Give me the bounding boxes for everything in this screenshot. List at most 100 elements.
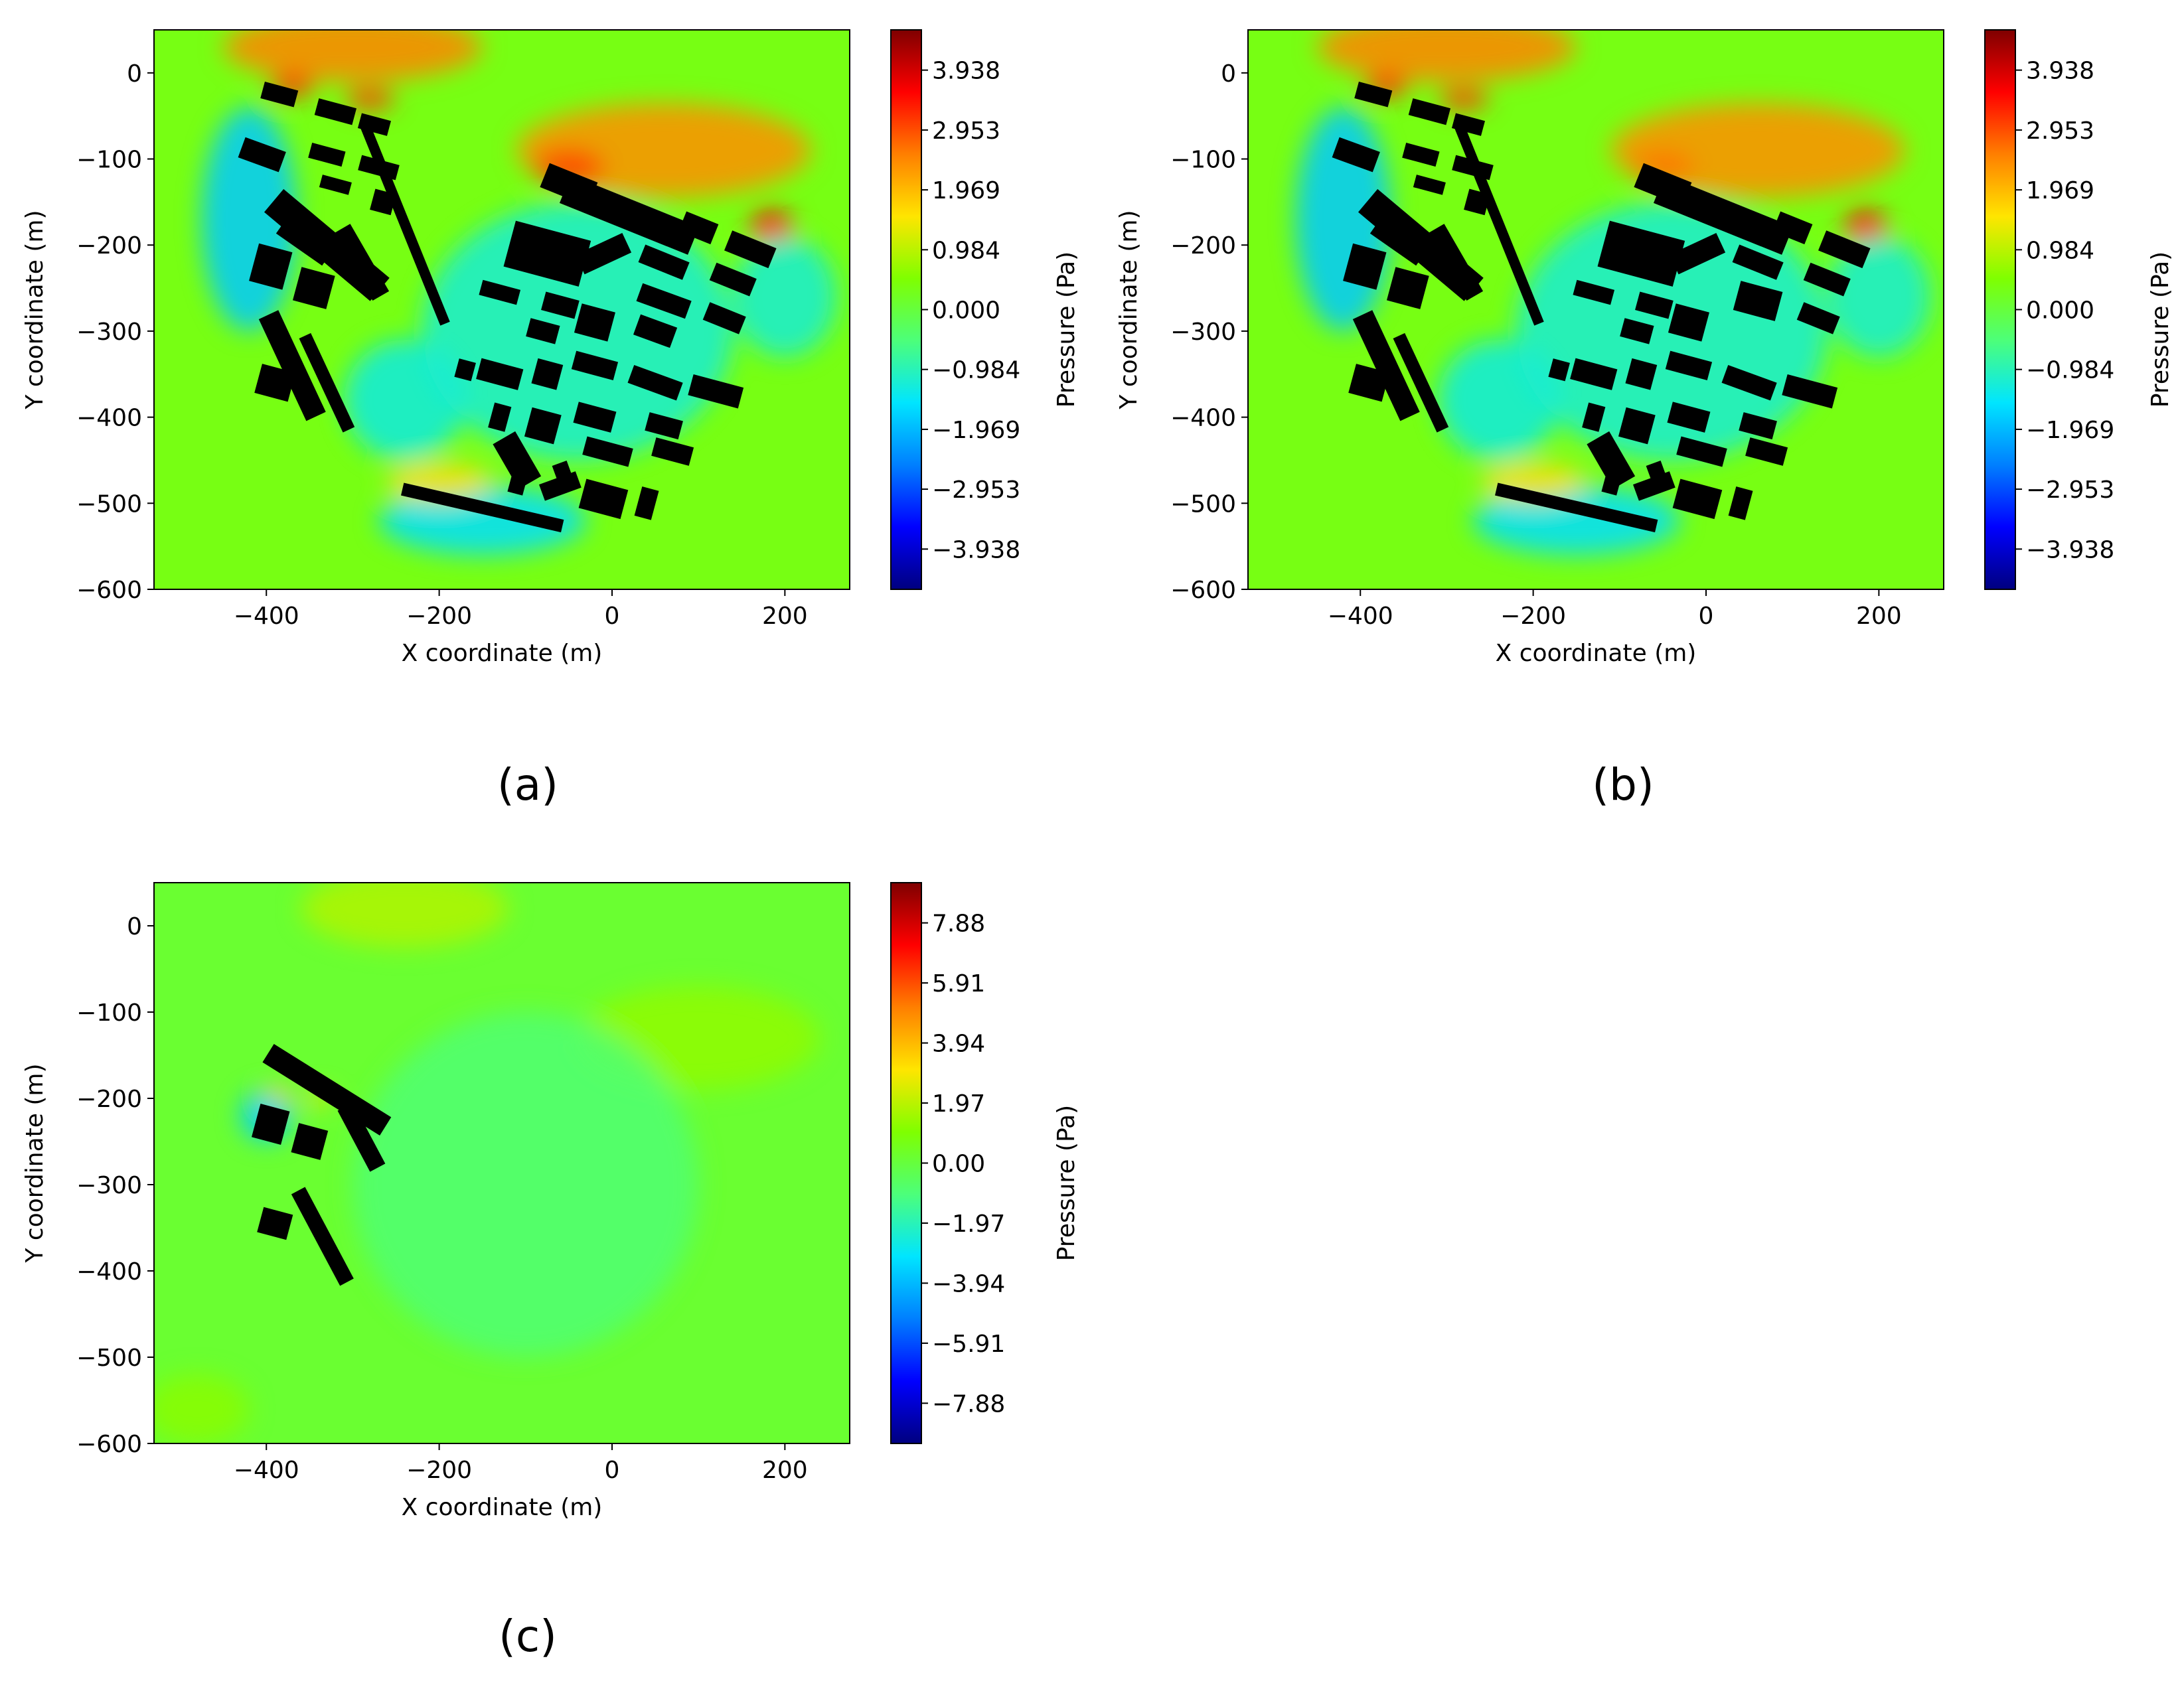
x-tick-label: 0: [605, 1457, 620, 1484]
y-tick-label: −200: [76, 232, 142, 259]
colorbar-label: Pressure (Pa): [1053, 1105, 1080, 1261]
y-axis-label: Y coordinate (m): [1115, 210, 1142, 409]
building: [238, 137, 286, 173]
y-tick-label: −600: [76, 1431, 142, 1458]
y-axis-label: Y coordinate (m): [21, 210, 48, 409]
plot-area: [154, 30, 850, 589]
building: [541, 291, 580, 319]
building: [571, 350, 619, 381]
pressure-peak-region: [1844, 210, 1888, 246]
building: [573, 402, 617, 433]
building: [702, 302, 746, 334]
colorbar: [1984, 29, 2016, 590]
buildings: [252, 1044, 392, 1286]
x-tick-label: −200: [406, 603, 472, 630]
building: [575, 233, 632, 275]
colorbar-tick-label: 2.953: [932, 117, 1000, 145]
building: [1772, 211, 1813, 245]
plot-area: [1248, 30, 1944, 589]
building: [1618, 407, 1656, 445]
building: [1668, 303, 1709, 342]
x-tick-label: 0: [605, 603, 620, 630]
building: [1343, 243, 1387, 290]
building: [1635, 291, 1674, 319]
colorbar-label: Pressure (Pa): [1053, 252, 1080, 407]
building: [1676, 436, 1727, 467]
x-axis-label: X coordinate (m): [1496, 640, 1697, 667]
building: [1453, 121, 1544, 326]
y-tick-label: −300: [76, 319, 142, 346]
x-tick-label: 200: [762, 1457, 808, 1484]
colorbar-tick-label: 0.00: [932, 1151, 985, 1178]
building: [627, 364, 683, 401]
pressure-wake-region: [378, 486, 586, 555]
building: [1653, 175, 1794, 255]
building: [292, 267, 335, 309]
building: [526, 318, 560, 344]
pressure-peak-region: [750, 210, 794, 246]
building: [1620, 318, 1654, 344]
y-tick-label: −100: [76, 147, 142, 174]
building: [1672, 478, 1723, 520]
y-tick-label: 0: [127, 913, 142, 940]
building: [337, 1102, 386, 1172]
building: [1597, 220, 1685, 287]
building: [1601, 477, 1621, 496]
building: [299, 332, 355, 433]
x-tick-label: −400: [1328, 603, 1393, 630]
building: [1633, 471, 1676, 501]
building: [1427, 224, 1484, 301]
building: [1386, 267, 1429, 309]
colorbar-tick-label: 0.984: [2026, 237, 2094, 264]
colorbar-tick-label: −2.953: [2026, 477, 2114, 504]
building: [479, 279, 521, 305]
building: [476, 358, 524, 390]
pressure-field: [154, 883, 820, 1443]
building: [709, 262, 757, 297]
pressure-wake-region: [1827, 236, 1931, 357]
building: [578, 478, 629, 520]
building: [724, 230, 777, 269]
plot-area: [154, 883, 850, 1443]
x-tick-label: 200: [762, 603, 808, 630]
building: [1625, 358, 1658, 390]
colorbar-tick-label: 0.984: [932, 237, 1000, 264]
y-tick-label: −600: [76, 577, 142, 604]
pressure-peak-region: [346, 88, 394, 110]
building: [1818, 230, 1871, 269]
building: [1733, 281, 1783, 321]
colorbar-tick-label: −0.984: [2026, 357, 2114, 384]
building: [1732, 244, 1784, 280]
building: [678, 211, 719, 245]
building: [651, 437, 694, 466]
building: [359, 121, 450, 326]
building: [1348, 364, 1390, 402]
building: [1745, 437, 1788, 466]
y-tick-label: −500: [76, 1345, 142, 1372]
y-tick-label: −400: [76, 1258, 142, 1286]
x-tick-label: 0: [1699, 603, 1714, 630]
colorbar-tick-label: 0.000: [2026, 297, 2094, 325]
colorbar-tick-label: 7.88: [932, 911, 985, 938]
y-tick-label: −600: [1170, 577, 1236, 604]
buildings: [238, 82, 777, 533]
colorbar-tick-label: −2.953: [932, 477, 1020, 504]
panel-c: −400 −200 0 200 0 −100 −200 −300 −400 −500 −600 7.8…: [21, 882, 1080, 1662]
building: [308, 143, 346, 167]
colorbar-tick-label: −0.984: [932, 357, 1020, 384]
building: [1570, 358, 1618, 390]
y-tick-label: −500: [76, 490, 142, 518]
building: [1352, 310, 1420, 421]
building: [633, 314, 678, 348]
colorbar-tick-label: 5.91: [932, 970, 985, 997]
building: [531, 358, 564, 390]
x-tick-label: −200: [406, 1457, 472, 1484]
buildings: [1332, 82, 1871, 533]
colorbar-tick-label: −1.97: [932, 1211, 1005, 1238]
y-tick-label: −400: [1170, 405, 1236, 432]
y-tick-label: −500: [1170, 490, 1236, 518]
building: [275, 216, 335, 266]
building: [1413, 175, 1446, 195]
building: [1669, 233, 1726, 275]
colorbar-tick-label: −7.88: [932, 1390, 1005, 1418]
